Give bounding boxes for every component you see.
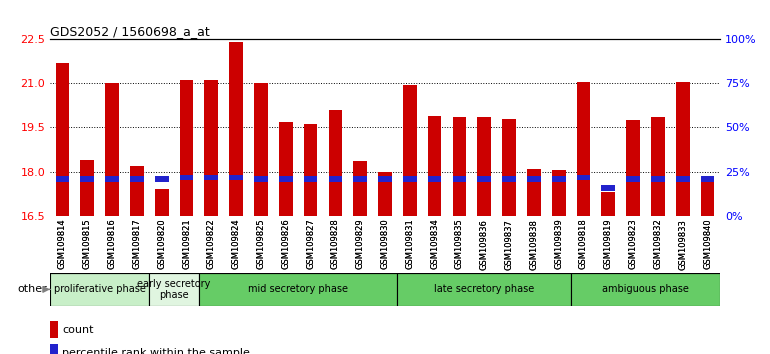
Text: GSM109820: GSM109820: [157, 219, 166, 269]
Bar: [453, 117, 467, 216]
Text: ambiguous phase: ambiguous phase: [602, 284, 689, 295]
Text: GSM109823: GSM109823: [628, 219, 638, 269]
Text: GSM109834: GSM109834: [430, 219, 439, 269]
Bar: [527, 176, 541, 182]
Bar: [130, 166, 144, 216]
Bar: [105, 83, 119, 216]
Bar: [502, 176, 516, 182]
Text: count: count: [62, 325, 94, 335]
Text: GSM109827: GSM109827: [306, 219, 315, 269]
Bar: [651, 176, 665, 182]
Bar: [477, 117, 491, 216]
Bar: [179, 80, 193, 216]
Text: GDS2052 / 1560698_a_at: GDS2052 / 1560698_a_at: [50, 25, 209, 38]
Text: GSM109836: GSM109836: [480, 219, 489, 269]
Bar: [701, 176, 715, 216]
Text: GSM109814: GSM109814: [58, 219, 67, 269]
Bar: [199, 273, 397, 306]
Bar: [279, 121, 293, 216]
Text: percentile rank within the sample: percentile rank within the sample: [62, 348, 250, 354]
Text: GSM109831: GSM109831: [405, 219, 414, 269]
Bar: [50, 344, 58, 354]
Bar: [552, 176, 565, 182]
Text: GSM109829: GSM109829: [356, 219, 365, 269]
Text: other: other: [18, 284, 48, 295]
Bar: [105, 176, 119, 182]
Bar: [329, 110, 342, 216]
Bar: [502, 119, 516, 216]
Bar: [205, 80, 218, 216]
Bar: [626, 120, 640, 216]
Bar: [428, 116, 441, 216]
Bar: [403, 176, 417, 182]
Text: early secretory
phase: early secretory phase: [137, 279, 211, 300]
Text: GSM109837: GSM109837: [504, 219, 514, 269]
Text: GSM109815: GSM109815: [82, 219, 92, 269]
Text: proliferative phase: proliferative phase: [54, 284, 146, 295]
Text: GSM109840: GSM109840: [703, 219, 712, 269]
Bar: [527, 169, 541, 216]
Bar: [676, 176, 690, 182]
Bar: [50, 273, 149, 306]
Text: GSM109826: GSM109826: [281, 219, 290, 269]
Text: GSM109822: GSM109822: [207, 219, 216, 269]
Bar: [254, 176, 268, 182]
Bar: [303, 176, 317, 182]
Bar: [601, 192, 615, 216]
Bar: [55, 176, 69, 182]
Bar: [149, 273, 199, 306]
Bar: [626, 176, 640, 182]
Text: GSM109824: GSM109824: [232, 219, 241, 269]
Bar: [229, 42, 243, 216]
Bar: [229, 175, 243, 180]
Text: late secretory phase: late secretory phase: [434, 284, 534, 295]
Bar: [329, 176, 342, 182]
Bar: [397, 273, 571, 306]
Bar: [155, 189, 169, 216]
Bar: [155, 176, 169, 182]
Text: GSM109839: GSM109839: [554, 219, 563, 269]
Bar: [601, 185, 615, 190]
Bar: [303, 125, 317, 216]
Text: GSM109821: GSM109821: [182, 219, 191, 269]
Bar: [353, 176, 367, 182]
Bar: [403, 85, 417, 216]
Bar: [651, 117, 665, 216]
Bar: [80, 160, 94, 216]
Text: GSM109838: GSM109838: [529, 219, 538, 269]
Bar: [378, 176, 392, 182]
Text: GSM109835: GSM109835: [455, 219, 464, 269]
Bar: [130, 176, 144, 182]
Text: GSM109817: GSM109817: [132, 219, 142, 269]
Bar: [50, 321, 58, 338]
Bar: [701, 176, 715, 182]
Bar: [205, 175, 218, 180]
Bar: [676, 82, 690, 216]
Bar: [477, 176, 491, 182]
Bar: [453, 176, 467, 182]
Bar: [552, 170, 565, 216]
Bar: [254, 83, 268, 216]
Bar: [80, 176, 94, 182]
Bar: [571, 273, 720, 306]
Bar: [179, 175, 193, 180]
Text: GSM109828: GSM109828: [331, 219, 340, 269]
Bar: [428, 176, 441, 182]
Bar: [279, 176, 293, 182]
Bar: [55, 63, 69, 216]
Text: mid secretory phase: mid secretory phase: [248, 284, 348, 295]
Bar: [353, 161, 367, 216]
Text: GSM109816: GSM109816: [108, 219, 116, 269]
Bar: [577, 82, 591, 216]
Text: GSM109825: GSM109825: [256, 219, 266, 269]
Text: GSM109819: GSM109819: [604, 219, 613, 269]
Bar: [378, 172, 392, 216]
Text: GSM109830: GSM109830: [380, 219, 390, 269]
Text: GSM109818: GSM109818: [579, 219, 588, 269]
Text: GSM109833: GSM109833: [678, 219, 688, 269]
Text: GSM109832: GSM109832: [654, 219, 662, 269]
Bar: [577, 175, 591, 180]
